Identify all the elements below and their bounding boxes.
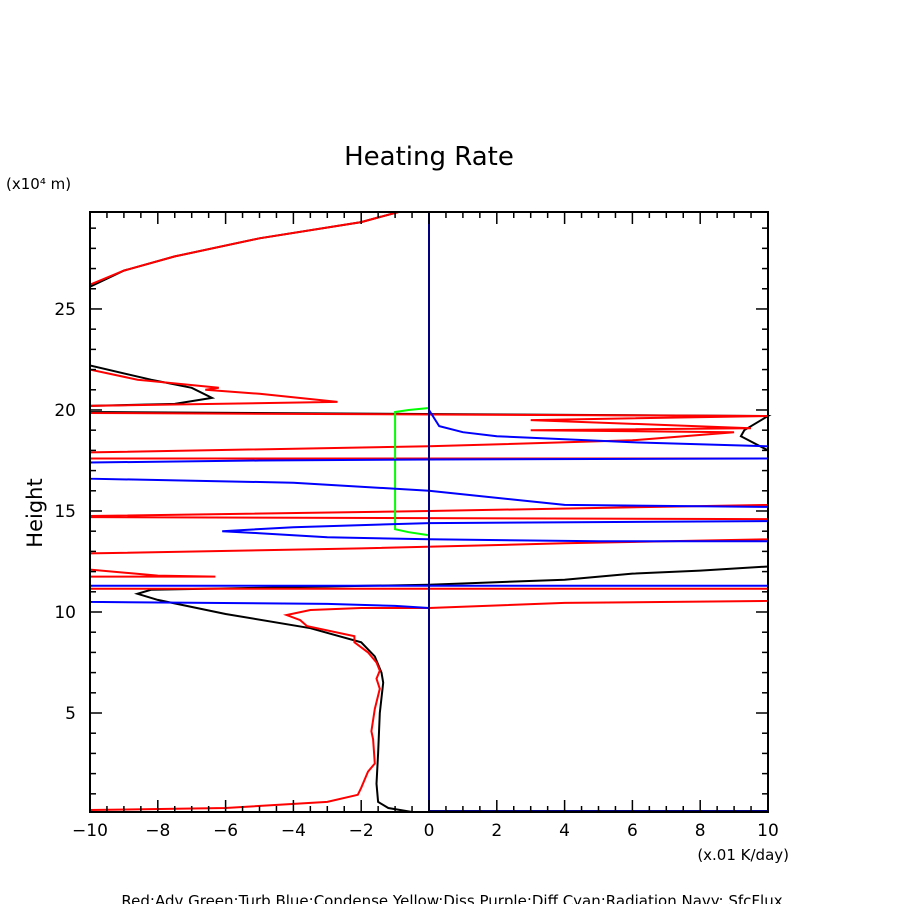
y-tick-label: 20 <box>54 401 76 421</box>
y-tick-label: 15 <box>54 502 76 522</box>
x-tick-label: 4 <box>559 821 570 841</box>
y-tick-label: 5 <box>65 704 76 724</box>
x-tick-label: 10 <box>757 821 779 841</box>
series-line-sfcflux <box>428 212 768 812</box>
series-layer <box>89 211 772 813</box>
x-tick-label: 8 <box>695 821 706 841</box>
x-tick-label: −4 <box>281 821 306 841</box>
y-axis-title: Height <box>23 478 47 547</box>
x-tick-label: −2 <box>349 821 374 841</box>
series-line-turb <box>394 407 430 537</box>
series-line-adv <box>89 211 769 811</box>
plot-frame <box>89 211 769 813</box>
legend-text: Red:Adv Green:Turb Blue:Condense Yellow:… <box>121 892 782 904</box>
y-tick-labels: 5 10 15 20 25 <box>54 300 76 724</box>
y-tick-label: 25 <box>54 300 76 320</box>
x-tick-label: −10 <box>72 821 108 841</box>
x-tick-label: 6 <box>627 821 638 841</box>
x-tick-label: 2 <box>491 821 502 841</box>
x-tick-label: 0 <box>424 821 435 841</box>
x-axis-unit-label: (x.01 K/day) <box>697 846 789 864</box>
y-unit-label: (x10⁴ m) <box>6 175 71 193</box>
x-tick-labels: −10 −8 −6 −4 −2 0 2 4 6 8 10 <box>72 821 779 841</box>
x-tick-label: −8 <box>145 821 170 841</box>
chart-title: Heating Rate <box>344 142 514 172</box>
y-tick-label: 10 <box>54 603 76 623</box>
x-tick-label: −6 <box>213 821 238 841</box>
series-line-total <box>89 211 772 813</box>
